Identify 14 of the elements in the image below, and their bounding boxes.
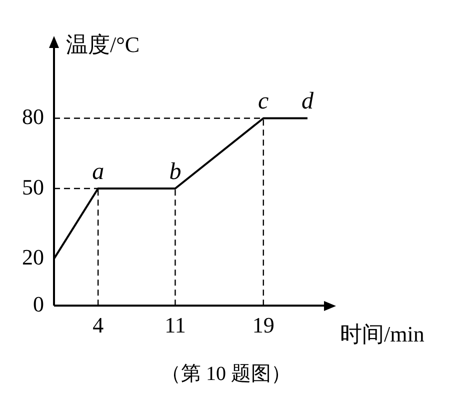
annotation: d bbox=[301, 88, 314, 115]
y-tick-label: 20 bbox=[22, 244, 44, 270]
y-tick-label: 80 bbox=[22, 104, 44, 130]
annotation: b bbox=[169, 158, 182, 185]
y-tick-label: 0 bbox=[33, 291, 44, 316]
x-axis-title: 时间/min bbox=[340, 321, 424, 346]
x-tick-label: 4 bbox=[92, 312, 104, 338]
annotation: c bbox=[258, 88, 270, 115]
annotation: a bbox=[92, 158, 104, 185]
x-tick-label: 19 bbox=[252, 312, 274, 338]
x-tick-label: 11 bbox=[164, 312, 186, 338]
text: （第 10 题图） bbox=[160, 362, 292, 387]
y-axis-title: 温度/°C bbox=[66, 32, 140, 57]
y-tick-label: 50 bbox=[22, 174, 44, 200]
